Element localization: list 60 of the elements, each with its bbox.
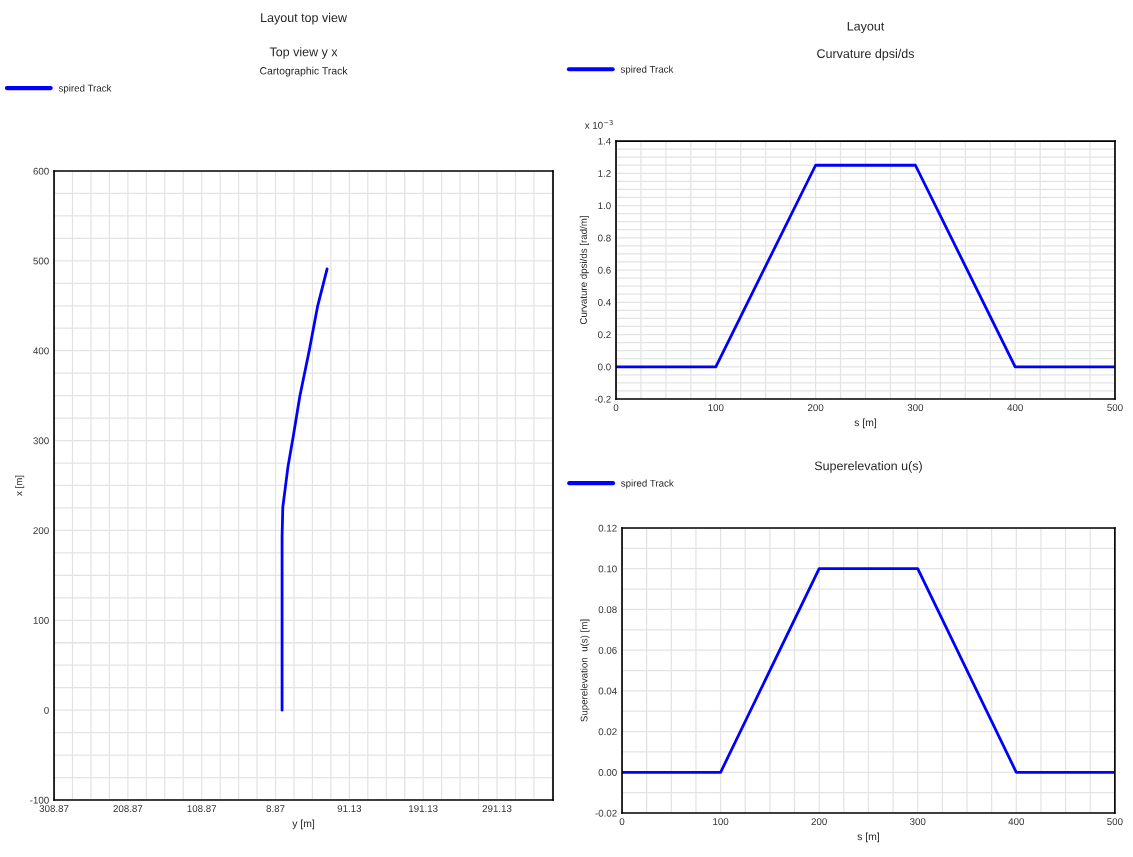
y-tick-label: 0.00 <box>598 769 617 776</box>
y-tick-label: 0.08 <box>598 606 617 614</box>
chart-title: Layout <box>847 21 885 34</box>
y-tick-label: -100 <box>30 796 49 804</box>
chart-subtitle: Top view y x <box>269 47 338 59</box>
y-tick-label: 0.8 <box>598 234 611 242</box>
x-tick-label: 108.87 <box>187 805 217 813</box>
x-tick-label: 500 <box>1107 404 1123 412</box>
x-axis-title: s [m] <box>857 832 879 843</box>
y-tick-label: 400 <box>33 347 49 355</box>
y-tick-label: 0.0 <box>598 363 611 371</box>
text: x 10$^{−3}$ <box>584 119 613 129</box>
line-series <box>280 267 329 712</box>
x-tick-label: 8.87 <box>266 805 285 813</box>
x-axis-title: y [m] <box>292 819 315 830</box>
y-tick-label: 0 <box>44 706 49 714</box>
chart-title: Superelevation u(s) <box>814 461 922 473</box>
x-tick-label: 100 <box>713 818 729 826</box>
y-tick-label: 200 <box>33 527 49 535</box>
x-tick-label: 200 <box>811 818 827 826</box>
y-tick-label: 0.2 <box>598 331 611 339</box>
legend-label: spired Track <box>620 65 674 75</box>
y-axis-title: Curvature dpsi/ds [rad/m] <box>579 216 589 325</box>
y-tick-label: 100 <box>33 617 49 624</box>
x-tick-label: 0 <box>619 818 625 826</box>
x-tick-label: 200 <box>807 404 824 412</box>
x-tick-label: 208.87 <box>113 805 143 813</box>
y-tick-label: 0.12 <box>598 524 617 532</box>
x-tick-label: 400 <box>1007 404 1023 412</box>
y-tick-label: 1.4 <box>598 137 611 145</box>
x-tick-label: 308.87 <box>39 805 69 813</box>
y-tick-label: 0.06 <box>598 646 617 654</box>
y-tick-label: 600 <box>33 167 49 175</box>
legend-label: spired Track <box>621 479 674 489</box>
y-tick-label: 1.2 <box>598 170 611 177</box>
x-axis-title: s [m] <box>854 418 877 429</box>
y-tick-label: 0.6 <box>598 266 611 274</box>
y-tick-label: 500 <box>33 257 49 265</box>
x-tick-label: 300 <box>909 818 926 826</box>
x-tick-label: 500 <box>1107 818 1123 826</box>
text: Cartographic Track <box>260 66 348 77</box>
y-axis-title: Superelevation u(s) [m] <box>580 619 590 722</box>
x-tick-label: 291.13 <box>482 805 512 813</box>
legend-label: spired Track <box>58 84 112 94</box>
x-tick-label: 300 <box>907 404 924 412</box>
chart-subtitle: Curvature dpsi/ds <box>817 48 915 61</box>
chart-title: Layout top view <box>261 12 347 25</box>
y-tick-label: 0.4 <box>598 299 611 306</box>
y-tick-label: -0.02 <box>595 809 617 817</box>
y-tick-label: 300 <box>33 437 49 445</box>
y-axis-title: x [m] <box>15 475 25 496</box>
y-tick-label: -0.2 <box>594 395 611 403</box>
x-tick-label: 400 <box>1008 818 1025 826</box>
y-tick-label: 1.0 <box>598 202 611 210</box>
x-tick-label: 100 <box>708 404 724 412</box>
y-tick-label: 0.04 <box>598 687 617 695</box>
y-tick-label: 0.02 <box>598 728 617 736</box>
x-tick-label: 191.13 <box>409 805 438 813</box>
y-tick-label: 0.10 <box>598 565 617 573</box>
x-tick-label: 91.13 <box>337 805 362 813</box>
